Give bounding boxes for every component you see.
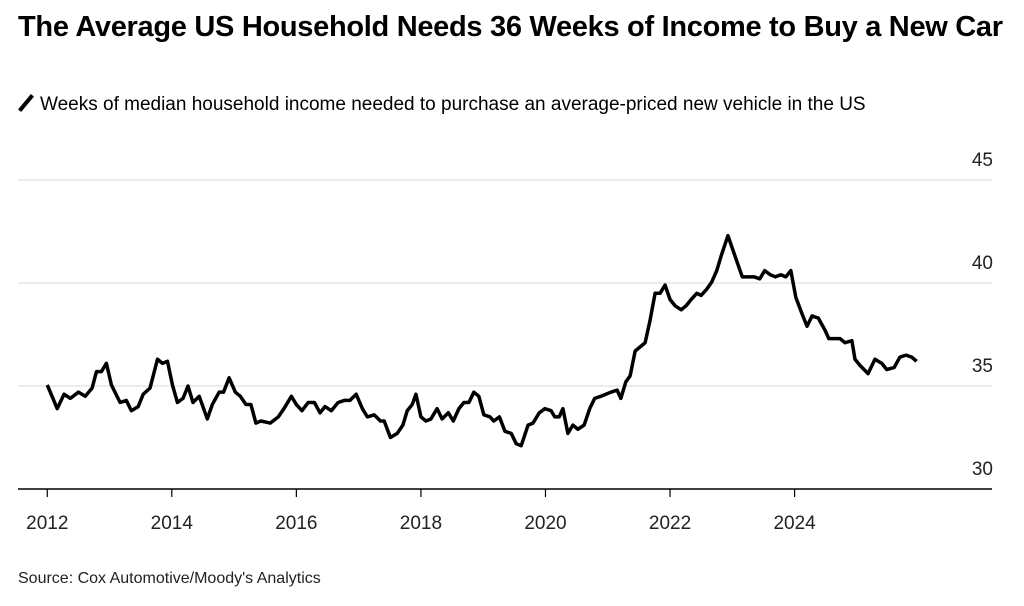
y-tick-label: 45	[972, 150, 993, 171]
chart-subtitle: Weeks of median household income needed …	[18, 92, 978, 117]
subtitle-text: Weeks of median household income needed …	[40, 94, 866, 115]
y-tick-label: 40	[972, 253, 993, 274]
chart: 30 35 40 45 2012 2014 2016 2018 2020 2022 2024	[18, 150, 993, 534]
chart-title: The Average US Household Needs 36 Weeks …	[18, 11, 1003, 43]
source-note: Source: Cox Automotive/Moody's Analytics	[18, 570, 321, 587]
x-tick-label: 2022	[649, 513, 691, 534]
y-tick-label: 35	[972, 356, 993, 377]
x-tick-label: 2020	[524, 513, 566, 534]
x-tick-label: 2016	[275, 513, 317, 534]
x-tick-label: 2024	[773, 513, 816, 534]
data-line	[45, 233, 918, 448]
x-tick-label: 2014	[151, 513, 194, 534]
x-tick-label: 2012	[26, 513, 68, 534]
x-tick-label: 2018	[400, 513, 442, 534]
y-tick-label: 30	[972, 459, 993, 480]
